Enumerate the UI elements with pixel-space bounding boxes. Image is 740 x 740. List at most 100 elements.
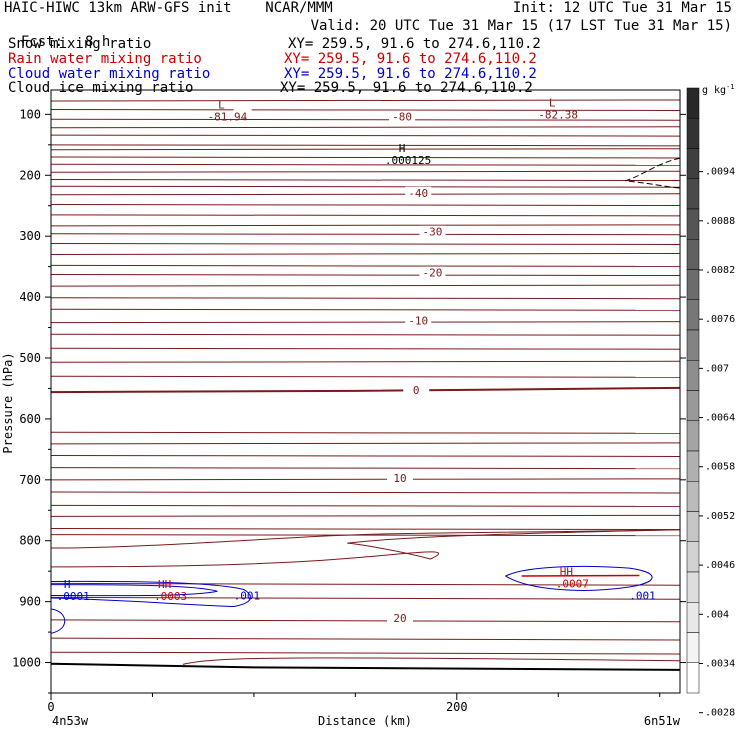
extremum-value: .0007 [556,577,589,590]
extremum-mark: H [64,578,71,591]
colorbar-swatch [686,662,700,694]
forecast-label-text: Fcst: [20,34,64,50]
isotherm-line [50,528,681,531]
rain-contour [521,574,640,577]
isotherm-line [50,504,681,507]
isotherm-line [182,657,681,665]
contour-label-bg [389,110,416,123]
chart-title-left: HAIC-HIWC 13km ARW-GFS init NCAR/MMM [4,0,333,16]
isotherm-line [50,264,681,267]
isotherm-line [50,534,681,537]
colorbar-swatch [686,360,700,391]
extremum-mark: HH [158,578,171,591]
y-tick-label: 600 [19,412,41,426]
isotherm-line [50,233,681,236]
isotherm-line [50,156,681,159]
y-tick-label: 200 [19,168,41,182]
isotherm-line [50,454,681,457]
extremum-mark: HH [560,565,573,578]
colorbar-swatch [686,87,700,119]
colorbar-swatch [686,239,700,270]
legend-cloud-water-name: Cloud water mixing ratio [8,66,211,82]
extremum-mark: L [549,96,556,109]
legend-cloud-water-xy: XY= 259.5, 91.6 to 274.6,110.2 [284,66,537,82]
isotherm-line [50,224,681,227]
isotherm-line [50,252,681,255]
legend-cloud-ice-xy: XY= 259.5, 91.6 to 274.6,110.2 [280,80,533,96]
isotherm-line [50,619,681,623]
isotherm-line [50,478,681,481]
isotherm-line [50,99,681,102]
extremum-value: .0001 [57,590,90,603]
extremum-value: -81.94 [208,110,248,123]
isotherm-line [50,308,681,311]
colorbar-swatch [686,420,700,452]
plot-frame [50,89,681,694]
isotherm-line [50,596,681,600]
isotherm-line [50,144,681,147]
contour-value-label: -80 [392,111,412,124]
colorbar-tick-label: .0058 [705,462,735,473]
cloud-water-contour [505,565,653,591]
isotherm-line [50,126,681,129]
valid-time: Valid: 20 UTC Tue 31 Mar 15 (17 LST Tue … [310,18,732,34]
colorbar-swatch [686,541,700,573]
contour-value-label: -40 [408,187,428,200]
colorbar-swatch [686,481,700,512]
init-time: Init: 12 UTC Tue 31 Mar 15 [512,0,732,16]
isotherm-line [50,529,681,568]
isotherm-line [50,170,681,173]
contour-label-bg [386,611,413,624]
colorbar-swatch [686,329,700,361]
contour-label-bg [386,471,413,484]
freezing-level-line [50,386,681,394]
extremum-mark: H [399,142,406,155]
isotherm-line [50,118,681,121]
y-tick-label: 300 [19,229,41,243]
left-endpoint: 4n53w [52,714,89,728]
y-tick-label: 900 [19,595,41,609]
isotherm-line [50,185,681,188]
forecast-hours: 8 h [85,34,111,50]
colorbar-swatch [686,390,700,421]
legend-snow-name: Snow mixing ratio [8,36,152,52]
contour-value-label: -30 [423,226,443,239]
isotherm-line [50,529,681,549]
colorbar-tick-label: .0046 [705,560,735,571]
contour-value-label: -10 [408,315,428,328]
colorbar-tick-label: .0028 [705,708,735,719]
y-tick-label: 500 [19,351,41,365]
isotherm-line [50,204,681,207]
isotherm-line [50,375,681,378]
x-axis-label: Distance (km) [318,714,412,728]
contour-label-bg [419,225,446,238]
contour-label-bg [405,314,432,327]
isotherm-line [50,284,681,287]
contour-value-label: 20 [393,612,406,625]
y-tick-label: 1000 [12,656,41,670]
y-tick-label: 800 [19,534,41,548]
colorbar-tick-label: .0082 [705,265,735,276]
isotherm-line [50,467,681,470]
extremum-value: .000125 [385,154,431,167]
forecast-label: Fcst: 8 h [4,18,110,50]
contour-gap [233,107,252,118]
colorbar-tick-label: .0088 [705,216,735,227]
colorbar-tick-label: .004 [705,609,729,620]
surface-line [50,662,681,671]
colorbar-swatch [686,299,700,331]
colorbar-tick-label: .0034 [705,658,735,669]
temperature-contours [50,99,681,671]
extremum-mark: L [218,98,225,111]
x-tick-label: 200 [446,700,468,714]
colorbar-swatch [686,571,700,603]
colorbar-tick-label: .0076 [705,314,735,325]
colorbar-unit: g kg-1 [702,83,735,96]
contour-value-label: -20 [423,267,443,280]
cloud-water-contour [50,580,251,608]
y-tick-label: 100 [19,107,41,121]
isotherm-line [50,360,681,363]
cloud-water-contours [50,565,653,634]
isotherm-line [50,214,681,217]
